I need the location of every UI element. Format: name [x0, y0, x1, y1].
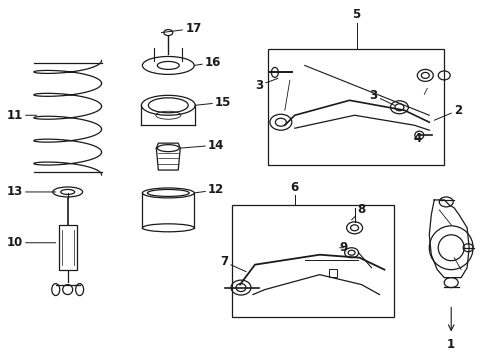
- Text: 13: 13: [7, 185, 56, 198]
- Text: 5: 5: [352, 8, 360, 21]
- Text: 8: 8: [351, 203, 365, 220]
- Text: 4: 4: [412, 132, 421, 145]
- Text: 17: 17: [161, 22, 201, 35]
- Text: 3: 3: [369, 89, 394, 105]
- Text: 7: 7: [220, 255, 245, 272]
- Text: 14: 14: [180, 139, 224, 152]
- Text: 2: 2: [433, 104, 461, 120]
- Bar: [328, 269, 336, 276]
- Text: 6: 6: [290, 181, 298, 194]
- Text: 16: 16: [194, 56, 221, 69]
- Bar: [232, 205, 394, 318]
- Text: 15: 15: [195, 96, 231, 109]
- Bar: [267, 49, 443, 165]
- Text: 12: 12: [194, 184, 224, 197]
- Text: 1: 1: [446, 338, 454, 351]
- Text: 10: 10: [7, 236, 56, 249]
- Text: 11: 11: [7, 109, 37, 122]
- Bar: [59, 225, 77, 270]
- Text: 9: 9: [339, 241, 347, 254]
- Text: 3: 3: [254, 78, 277, 92]
